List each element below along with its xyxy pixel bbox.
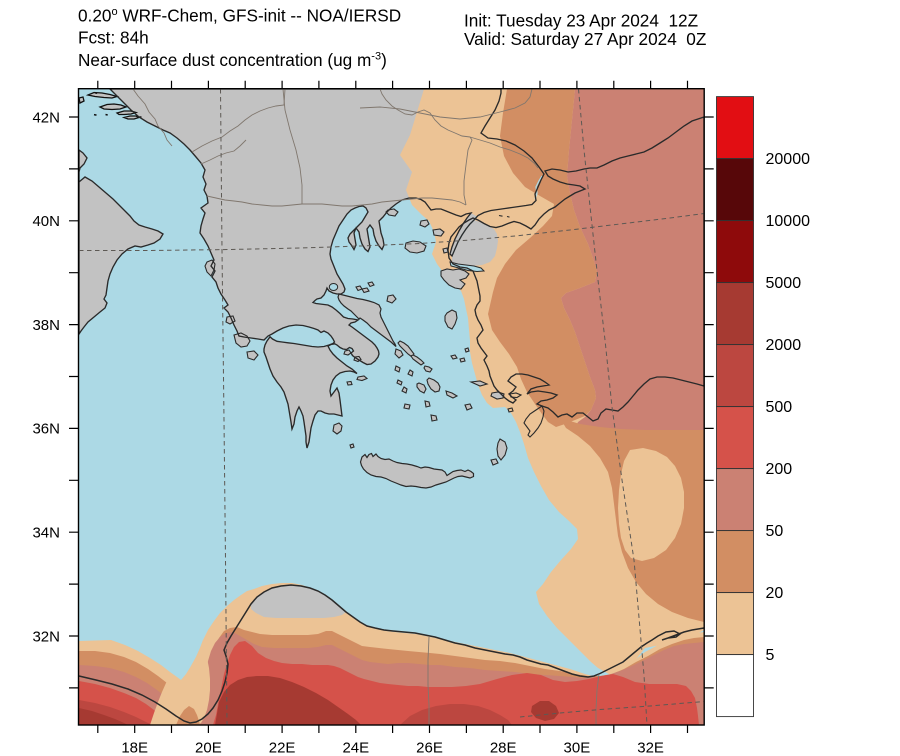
svg-text:30E: 30E [564, 740, 591, 756]
svg-text:26E: 26E [416, 740, 443, 756]
svg-text:5000: 5000 [766, 275, 802, 292]
svg-text:500: 500 [766, 399, 793, 416]
svg-text:2000: 2000 [766, 337, 802, 354]
svg-text:24E: 24E [342, 740, 369, 756]
svg-text:20: 20 [766, 585, 784, 602]
svg-text:32N: 32N [32, 628, 60, 645]
svg-text:34N: 34N [32, 525, 60, 542]
svg-text:50: 50 [766, 523, 784, 540]
svg-text:38N: 38N [32, 317, 60, 334]
svg-text:Near-surface dust concentratio: Near-surface dust concentration (ug m-3) [78, 50, 387, 70]
svg-text:32E: 32E [637, 740, 664, 756]
svg-text:10000: 10000 [766, 213, 811, 230]
svg-text:42N: 42N [32, 109, 60, 126]
svg-text:0.20o WRF-Chem, GFS-init -- NO: 0.20o WRF-Chem, GFS-init -- NOA/IERSD [78, 6, 401, 26]
svg-text:36N: 36N [32, 421, 60, 438]
svg-text:Init: Tuesday 23 Apr 2024 12Z: Init: Tuesday 23 Apr 2024 12Z [464, 11, 698, 31]
svg-text:20000: 20000 [766, 151, 811, 168]
svg-text:200: 200 [766, 461, 793, 478]
svg-text:20E: 20E [195, 740, 222, 756]
svg-text:Valid: Saturday 27 Apr 2024 0: Valid: Saturday 27 Apr 2024 0Z [464, 29, 706, 49]
svg-text:22E: 22E [269, 740, 296, 756]
svg-text:18E: 18E [121, 740, 148, 756]
svg-text:28E: 28E [490, 740, 517, 756]
svg-text:5: 5 [766, 647, 775, 664]
svg-text:Fcst: 84h: Fcst: 84h [78, 28, 149, 48]
svg-text:40N: 40N [32, 213, 60, 230]
